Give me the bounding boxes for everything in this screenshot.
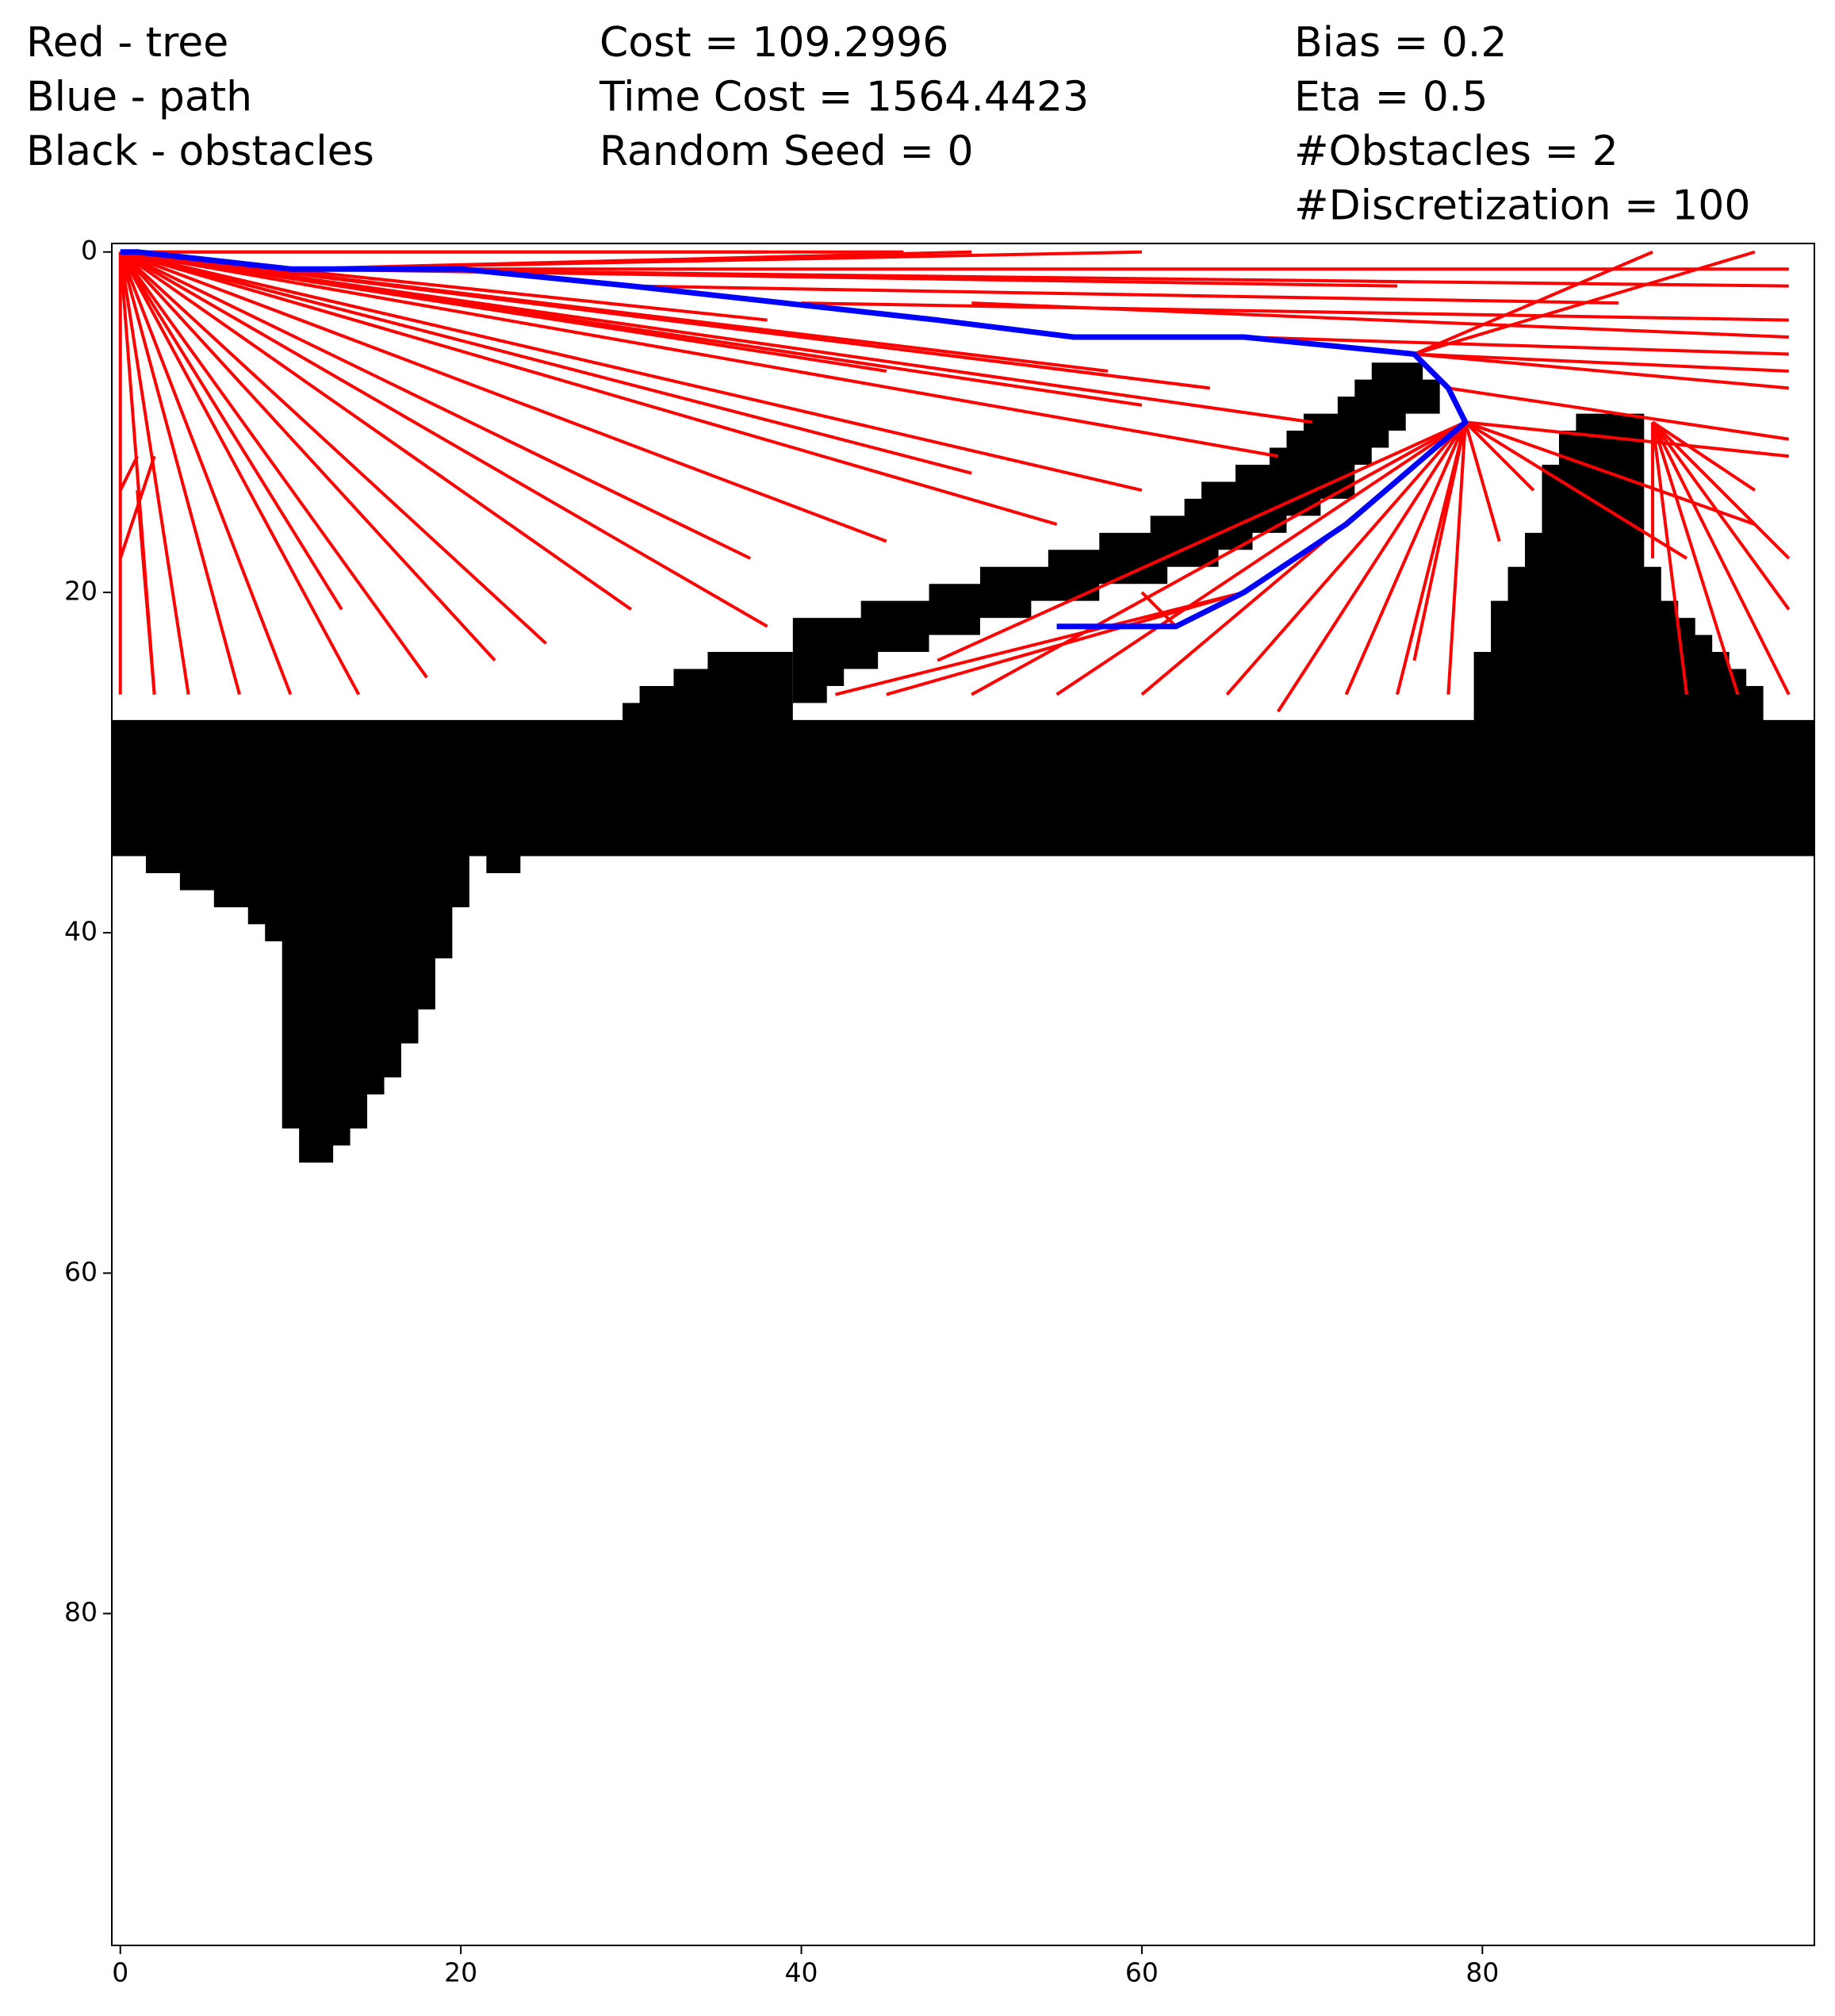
x-tick-label: 0 [112, 1957, 128, 1988]
obstacle [792, 362, 1440, 703]
y-tick-label: 20 [64, 575, 98, 606]
tree-edge [120, 250, 1312, 424]
tree-edge [1464, 420, 1688, 560]
annotation: Black - obstacles [26, 128, 374, 175]
tree-edge [1225, 421, 1467, 696]
tree-edge [1277, 421, 1467, 713]
tree-edge [937, 420, 1466, 662]
tree-edge [1243, 335, 1789, 356]
tree-edge [118, 251, 241, 696]
tree-edge [118, 251, 190, 695]
annotation: #Discretization = 100 [1294, 182, 1750, 230]
tree-edge [834, 590, 1245, 696]
tree-edge [1413, 250, 1756, 356]
tree-edge [1651, 421, 1791, 696]
tree-edge [1651, 420, 1791, 560]
tree-edge [630, 284, 1619, 305]
annotation: Red - tree [26, 19, 228, 67]
tree-edge [1651, 420, 1756, 492]
tree-edge [120, 250, 1279, 458]
tree-edge [971, 301, 1789, 339]
tree-edge [120, 250, 887, 543]
tree-edge [1651, 422, 1688, 695]
tree-edge [119, 251, 496, 662]
tree-edge [1412, 421, 1467, 661]
tree-edge [1463, 421, 1501, 542]
x-tick-label: 20 [444, 1957, 477, 1988]
tree-edge [1651, 421, 1740, 696]
tree-edge [1446, 422, 1467, 695]
tree-edge [120, 250, 972, 475]
tree-edge [119, 250, 768, 628]
tree-edge [119, 251, 632, 611]
tree-edge [119, 251, 343, 611]
x-tick-label: 40 [785, 1957, 818, 1988]
tree-edge [1140, 591, 1178, 628]
tree-edge [1414, 352, 1789, 373]
y-tick-label: 80 [64, 1596, 98, 1627]
tree-edge [290, 250, 1142, 271]
tree-edge [120, 250, 1143, 493]
tree-edge [971, 420, 1466, 696]
tree-edge [886, 591, 1245, 696]
tree-edge [1465, 420, 1756, 526]
tree-edge [120, 250, 1211, 390]
tree-edge [1413, 250, 1653, 356]
y-tick-label: 40 [64, 916, 98, 947]
obstacle [112, 413, 1814, 1163]
x-tick-label: 80 [1465, 1957, 1499, 1988]
annotation: Eta = 0.5 [1294, 74, 1488, 121]
axes-frame [111, 243, 1815, 1946]
tree-edge [119, 251, 428, 679]
annotation: Blue - path [26, 74, 252, 121]
tree-edge [118, 251, 361, 696]
tree-edge [1651, 421, 1791, 611]
y-tick-label: 0 [81, 235, 98, 266]
tree-edge [119, 250, 751, 560]
y-tick-label: 60 [64, 1256, 98, 1287]
tree-edge [1448, 386, 1790, 441]
annotation: Bias = 0.2 [1294, 19, 1507, 67]
tree-edge [1344, 421, 1467, 696]
tree-edge [118, 455, 139, 492]
annotation: #Obstacles = 2 [1294, 128, 1619, 175]
tree-edge [1465, 420, 1790, 458]
tree-edge [136, 490, 156, 695]
path-line [120, 249, 1469, 630]
annotation: Random Seed = 0 [600, 128, 974, 175]
annotation: Cost = 109.2996 [600, 19, 948, 67]
tree-edge [1055, 420, 1466, 696]
tree-edge [118, 251, 293, 696]
x-tick-label: 60 [1125, 1957, 1159, 1988]
tree-edge [1464, 420, 1535, 492]
tree-edge [119, 251, 547, 645]
annotation: Time Cost = 1564.4423 [599, 74, 1089, 121]
tree-edge [120, 250, 1058, 527]
plot-area [112, 249, 1814, 1163]
tree-edge [801, 301, 1789, 322]
tree-edge [120, 250, 887, 373]
tree-edge [1414, 352, 1789, 390]
tree-edge [290, 267, 1789, 288]
